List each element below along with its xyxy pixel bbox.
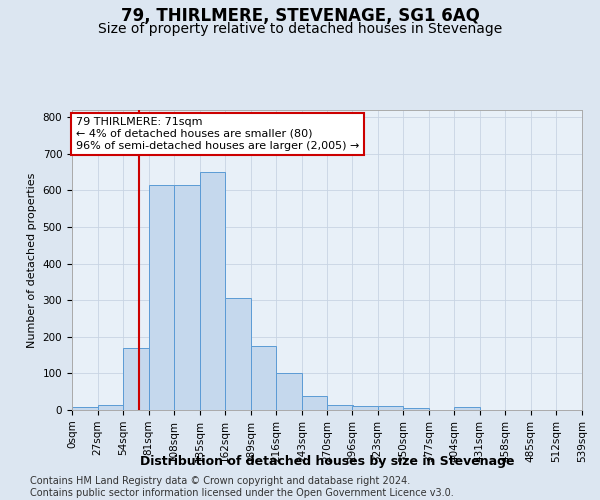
Bar	[352, 406, 377, 410]
Bar	[454, 407, 480, 410]
Bar	[277, 374, 302, 410]
Bar	[251, 346, 277, 410]
Y-axis label: Number of detached properties: Number of detached properties	[27, 172, 37, 348]
Bar	[200, 172, 225, 410]
Bar	[98, 405, 123, 410]
Bar	[302, 396, 328, 410]
Bar	[225, 298, 251, 410]
Text: Contains HM Land Registry data © Crown copyright and database right 2024.
Contai: Contains HM Land Registry data © Crown c…	[30, 476, 454, 498]
Text: 79 THIRLMERE: 71sqm
← 4% of detached houses are smaller (80)
96% of semi-detache: 79 THIRLMERE: 71sqm ← 4% of detached hou…	[76, 118, 359, 150]
Bar	[328, 405, 353, 410]
Bar	[123, 348, 149, 410]
Bar	[72, 407, 98, 410]
Bar	[174, 185, 200, 410]
Bar	[377, 406, 403, 410]
Text: Distribution of detached houses by size in Stevenage: Distribution of detached houses by size …	[140, 455, 514, 468]
Text: Size of property relative to detached houses in Stevenage: Size of property relative to detached ho…	[98, 22, 502, 36]
Text: 79, THIRLMERE, STEVENAGE, SG1 6AQ: 79, THIRLMERE, STEVENAGE, SG1 6AQ	[121, 8, 479, 26]
Bar	[149, 185, 174, 410]
Bar	[403, 408, 429, 410]
